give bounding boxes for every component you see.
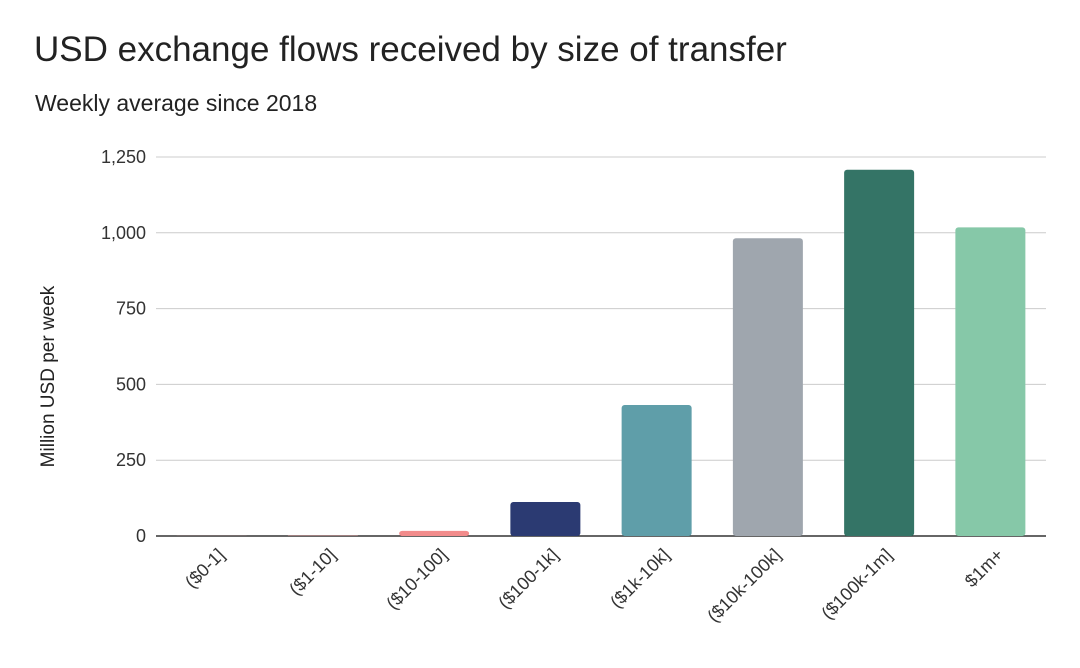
x-tick-label: ($1-10] [285, 545, 339, 599]
bar-4 [621, 405, 692, 536]
chart-title: USD exchange flows received by size of t… [34, 30, 787, 69]
y-axis-ticks: 0 250 500 750 1,000 1,250 [101, 147, 146, 546]
x-tick-label: ($1k-10k] [606, 545, 673, 612]
chart-subtitle: Weekly average since 2018 [35, 90, 318, 116]
x-tick-label: ($10-100] [382, 545, 451, 614]
y-tick-label: 1,250 [101, 147, 146, 167]
x-tick-label: ($0-1] [181, 545, 228, 592]
x-tick-label: ($100k-1m] [817, 545, 896, 624]
bar-3 [510, 502, 581, 536]
bar-2 [399, 530, 470, 536]
bars [176, 169, 1026, 536]
x-tick-label: $1m+ [961, 545, 1007, 591]
y-axis-label: Million USD per week [38, 285, 59, 467]
bar-6 [844, 169, 915, 536]
bar-7 [955, 227, 1026, 536]
y-tick-label: 750 [116, 299, 146, 319]
y-tick-label: 250 [116, 450, 146, 470]
y-tick-label: 0 [136, 526, 146, 546]
x-axis-ticks: ($0-1] ($1-10] ($10-100] ($100-1k] ($1k-10k]… [181, 545, 1007, 626]
x-tick-label: ($100-1k] [494, 545, 562, 613]
y-tick-label: 500 [116, 374, 146, 394]
x-tick-label: ($10k-100k] [703, 545, 784, 626]
y-tick-label: 1,000 [101, 223, 146, 243]
bar-5 [732, 238, 803, 536]
